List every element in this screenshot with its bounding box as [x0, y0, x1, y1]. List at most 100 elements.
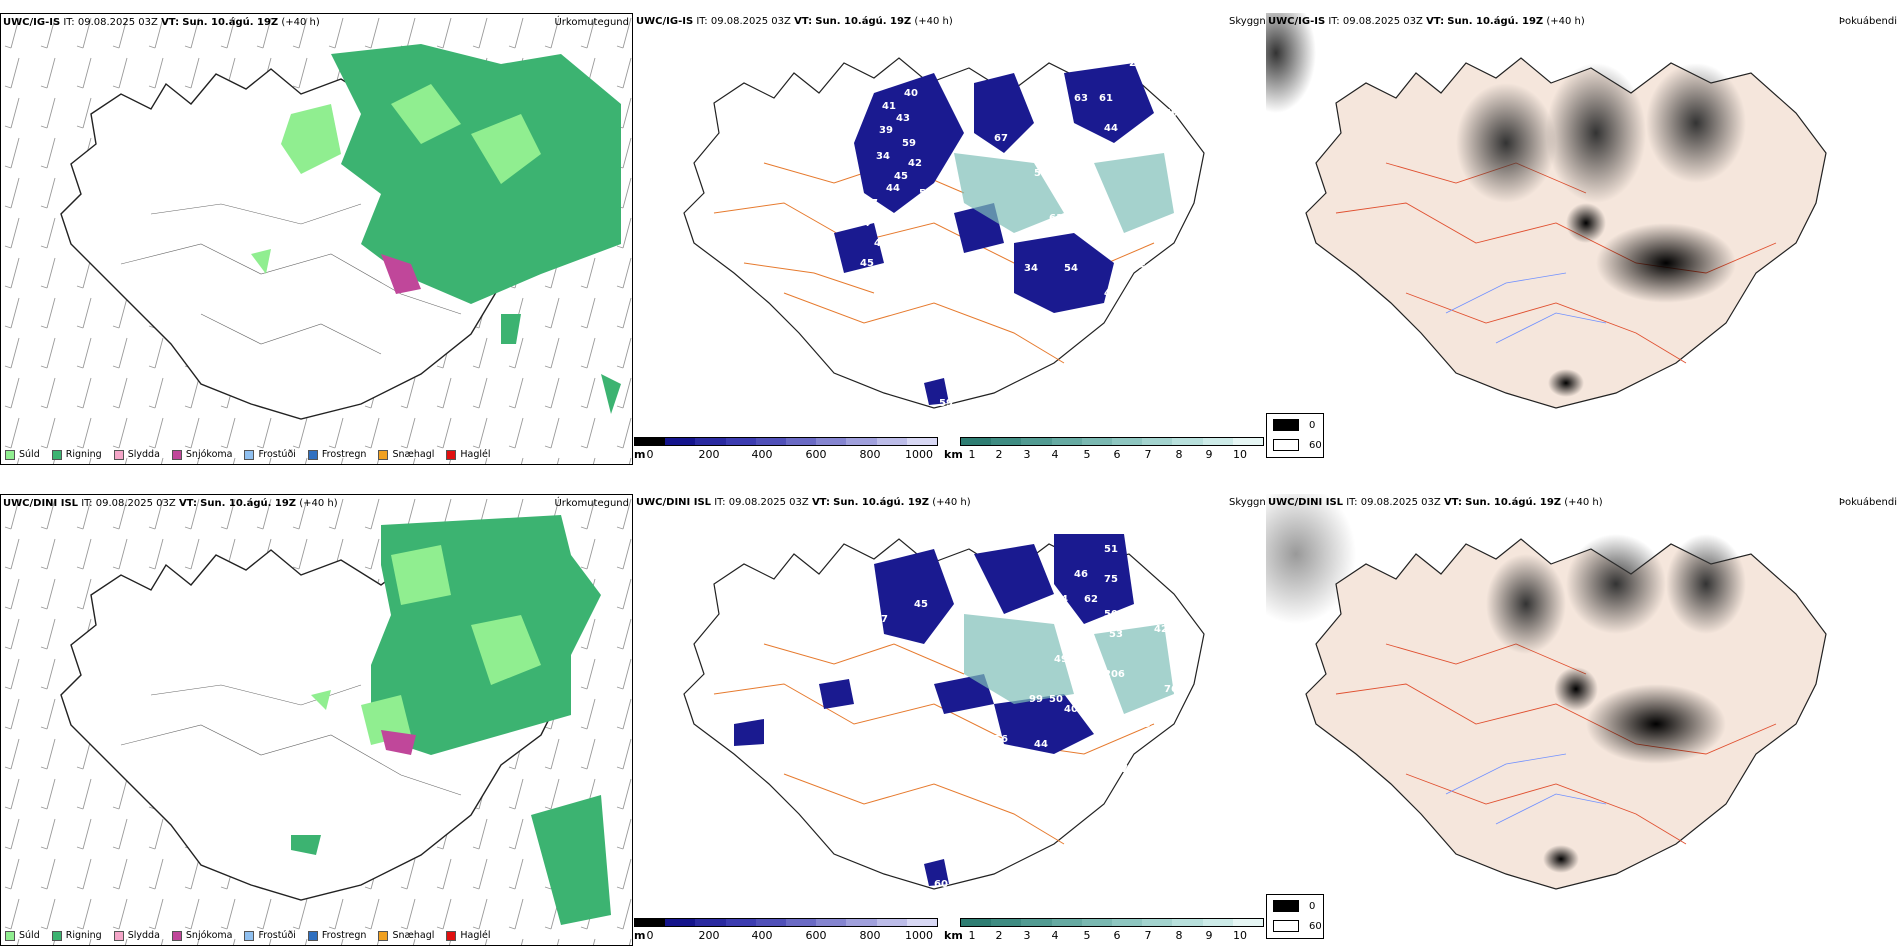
ceiling-value: 59 — [939, 398, 953, 409]
swatch-drizzle — [5, 930, 15, 941]
ceiling-value: 53 — [1109, 629, 1123, 640]
ceiling-value: 44 — [1104, 123, 1118, 134]
ceiling-value: 34 — [876, 151, 890, 162]
ceiling-value: 51 — [919, 188, 933, 199]
ceiling-value: 76 — [1169, 609, 1183, 620]
ceiling-value: 72 — [1039, 228, 1053, 239]
ceiling-value: 99 — [1029, 694, 1043, 705]
ceiling-value: 38 — [1074, 754, 1088, 765]
ceiling-unit: m — [634, 448, 646, 461]
swatch-sleet — [113, 930, 124, 941]
ceiling-value: 44 — [1034, 739, 1048, 750]
ceiling-value: 80 — [1134, 714, 1148, 725]
ceiling-value: 67 — [1114, 764, 1128, 775]
panel-header: UWC/IG-IS IT: 09.08.2025 03Z VT: Sun. 10… — [1268, 16, 1585, 27]
fog-legend: 0 60 — [1266, 894, 1324, 939]
ceiling-value: 50 — [1104, 609, 1118, 620]
ceiling-value: 94 — [856, 218, 870, 229]
fog-title: Þokuábendi — [1838, 497, 1897, 508]
precip-legend: Súld Rigning Slydda Snjókoma Frostúði Fr… — [5, 930, 491, 941]
swatch-freezing-drizzle — [244, 930, 255, 941]
swatch-snow-pellets — [378, 930, 389, 941]
ceiling-value: 50 — [1049, 694, 1063, 705]
ceiling-value: 64 — [1054, 594, 1068, 605]
ceiling-value: 87 — [864, 198, 878, 209]
visibility-unit: km — [944, 929, 963, 942]
ceiling-value: 41 — [882, 101, 896, 112]
ceiling-panel-row2: UWC/DINI ISL IT: 09.08.2025 03Z VT: Sun.… — [634, 494, 1266, 946]
ceiling-value: 39 — [879, 125, 893, 136]
legend-item: Haglél — [446, 449, 491, 460]
legend-item: Slydda — [113, 930, 160, 941]
ceiling-value: 43 — [896, 113, 910, 124]
ceiling-value: 54 — [1064, 263, 1078, 274]
ceiling-value: 45 — [914, 599, 928, 610]
visibility-colorbar — [960, 918, 1264, 927]
panel-header: UWC/IG-IS IT: 09.08.2025 03Z VT: Sun. 10… — [3, 17, 320, 28]
precip-type-panel-row2: UWC/DINI ISL IT: 09.08.2025 03Z VT: Sun.… — [0, 494, 633, 946]
legend-item: Haglél — [446, 930, 491, 941]
fog-map-row1 — [1266, 13, 1827, 409]
ceiling-value: 45 — [860, 258, 874, 269]
ceiling-value: 26 — [1179, 579, 1193, 590]
ceiling-value: 76 — [1164, 684, 1178, 695]
swatch-drizzle — [5, 449, 15, 460]
legend-item: Rigning — [51, 930, 102, 941]
swatch-sleet — [113, 449, 124, 460]
ceiling-colorbar — [634, 918, 938, 927]
ceiling-value: 75 — [1104, 574, 1118, 585]
ceiling-value: 44 — [874, 238, 888, 249]
ceiling-value: 95 — [1144, 719, 1158, 730]
ceiling-value: 56 — [994, 734, 1008, 745]
ceiling-value: 57 — [1099, 749, 1113, 760]
ceiling-value: 45 — [894, 171, 908, 182]
ceiling-value: 67 — [994, 133, 1008, 144]
swatch-snow-pellets — [378, 449, 389, 460]
ceiling-value: 60 — [934, 879, 948, 890]
panel-header: UWC/DINI ISL IT: 09.08.2025 03Z VT: Sun.… — [636, 497, 971, 508]
swatch-freezing-rain — [307, 930, 318, 941]
ceiling-value: 63 — [1074, 93, 1088, 104]
legend-item: Frostregn — [307, 930, 366, 941]
legend-item: Rigning — [51, 449, 102, 460]
panel-header: UWC/DINI ISL IT: 09.08.2025 03Z VT: Sun.… — [1268, 497, 1603, 508]
fog-legend-item: 0 — [1273, 419, 1315, 431]
ceiling-value: 40 — [1064, 704, 1078, 715]
ceiling-value: 34 — [906, 243, 920, 254]
ceiling-value: 62 — [1084, 594, 1098, 605]
legend-item: Snjókoma — [171, 930, 232, 941]
swatch-rain — [51, 930, 62, 941]
swatch-freezing-drizzle — [244, 449, 255, 460]
precip-title: Úrkomutegund — [554, 17, 629, 28]
fog-panel-row2: UWC/DINI ISL IT: 09.08.2025 03Z VT: Sun.… — [1266, 494, 1900, 946]
fog-panel-row1: UWC/IG-IS IT: 09.08.2025 03Z VT: Sun. 10… — [1266, 13, 1900, 465]
ceiling-value: 43 — [1154, 143, 1168, 154]
ceiling-value: 61 — [1099, 93, 1113, 104]
ceiling-value: 382 — [1084, 704, 1105, 715]
visibility-title: Skyggni — [1229, 16, 1269, 27]
precip-title: Úrkomutegund — [554, 498, 629, 509]
fog-title: Þokuábendi — [1838, 16, 1897, 27]
ceiling-unit: m — [634, 929, 646, 942]
ceiling-colorbar — [634, 437, 938, 446]
ceiling-value: 51 — [1104, 544, 1118, 555]
swatch-snow — [171, 449, 182, 460]
fog-map-row2 — [1266, 494, 1827, 890]
legend-item: Frostúði — [244, 449, 296, 460]
precip-legend: Súld Rigning Slydda Snjókoma Frostúði Fr… — [5, 449, 491, 460]
ceiling-value: 58 — [1034, 168, 1048, 179]
ceiling-value: 21 — [1004, 779, 1018, 790]
ceiling-value: 46 — [1074, 569, 1088, 580]
legend-item: Snæhagl — [378, 449, 434, 460]
ceiling-value: 61 — [1049, 213, 1063, 224]
ceiling-value: 44 — [886, 183, 900, 194]
ceiling-value: 49 — [1104, 288, 1118, 299]
ceiling-value: 20 — [1129, 58, 1143, 69]
swatch-rain — [51, 449, 62, 460]
fog-legend-item: 0 — [1273, 900, 1315, 912]
ceiling-value: 93 — [1154, 769, 1168, 780]
legend-item: Slydda — [113, 449, 160, 460]
panel-header: UWC/IG-IS IT: 09.08.2025 03Z VT: Sun. 10… — [636, 16, 953, 27]
swatch-snow — [171, 930, 182, 941]
ceiling-value: 40 — [904, 88, 918, 99]
